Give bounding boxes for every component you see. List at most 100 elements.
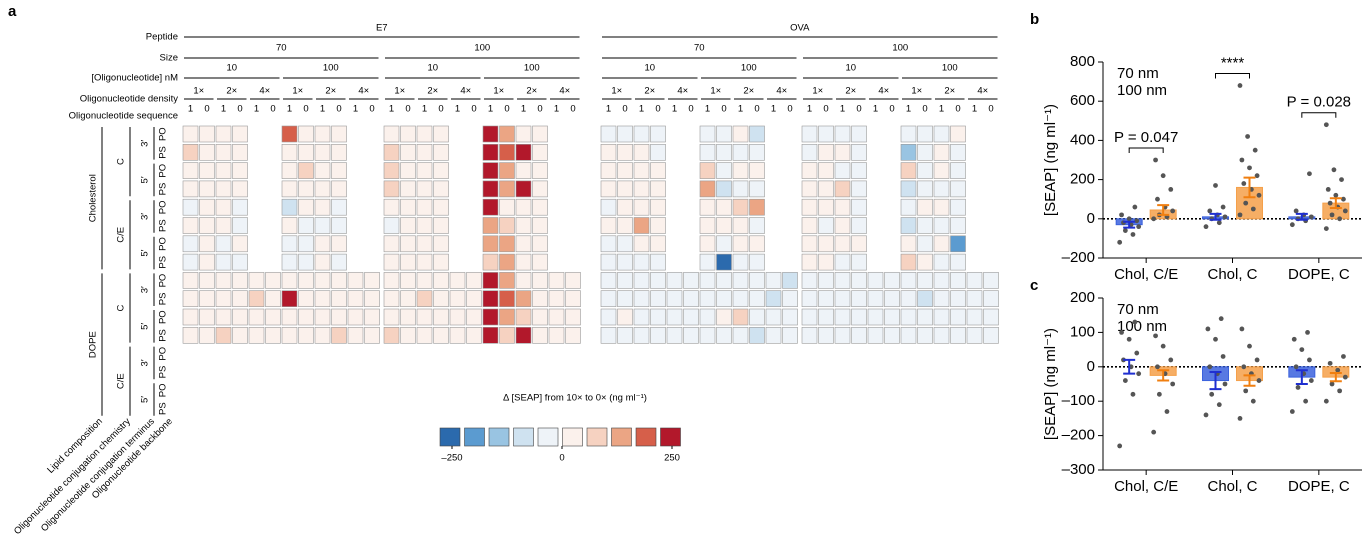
heatmap-cell	[917, 308, 933, 326]
heatmap-cell	[834, 217, 851, 234]
data-point	[1243, 388, 1249, 394]
heatmap-cell	[633, 180, 650, 198]
data-point	[1136, 224, 1142, 230]
data-point	[1247, 343, 1252, 349]
data-point	[1329, 212, 1335, 218]
row-header-label: PS	[158, 293, 169, 306]
heatmap-cell	[884, 308, 900, 326]
heatmap-cell	[765, 326, 782, 344]
heatmap-cell	[600, 217, 617, 234]
heatmap-cell	[600, 162, 617, 179]
data-point	[1327, 360, 1333, 366]
panel-letter: c	[1030, 277, 1038, 294]
heatmap-cell	[433, 308, 449, 326]
heatmap-cell	[314, 217, 331, 234]
heatmap-cell	[900, 198, 917, 216]
heatmap-cell	[666, 326, 683, 344]
heatmap-cell	[532, 198, 548, 216]
column-header-label: 10	[226, 63, 237, 74]
column-header-label: 0	[270, 104, 275, 115]
heatmap-cell	[732, 272, 749, 289]
heatmap-cell	[950, 217, 966, 234]
heatmap-cell	[749, 125, 765, 143]
y-axis-label: [SEAP] (ng ml⁻¹)	[1042, 328, 1059, 440]
heatmap-cell	[482, 253, 499, 271]
heatmap-cell	[650, 125, 666, 143]
heatmap-cell	[215, 253, 232, 271]
column-header-label: 0	[405, 104, 410, 115]
data-point	[1291, 336, 1297, 342]
row-header-label: 3′	[140, 213, 151, 220]
heatmap-cell	[416, 217, 433, 234]
heatmap-cell	[433, 235, 449, 253]
heatmap-cell	[867, 290, 884, 308]
heatmap-cell	[917, 162, 933, 179]
heatmap-cell	[532, 217, 548, 234]
heatmap-cell	[449, 290, 466, 308]
column-header-label: 1	[807, 104, 812, 115]
heatmap-cell	[199, 272, 215, 289]
heatmap-cell	[565, 290, 581, 308]
heatmap-cell	[433, 326, 449, 344]
column-header-label: 10	[845, 63, 856, 74]
annotation: ****	[1221, 54, 1245, 71]
row-header-label: C/E	[116, 373, 127, 389]
heatmap-cell	[666, 272, 683, 289]
heatmap-cell	[617, 217, 633, 234]
heatmap-cell	[532, 180, 548, 198]
heatmap-cell	[416, 198, 433, 216]
data-point	[1307, 171, 1312, 177]
row-header-label: 3′	[140, 140, 151, 147]
colorbar-tick-label: –250	[441, 453, 462, 464]
heatmap-cell	[683, 308, 699, 326]
column-header-label: 4×	[878, 86, 889, 97]
heatmap-cell	[633, 326, 650, 344]
heatmap-cell	[482, 235, 499, 253]
heatmap-cell	[633, 217, 650, 234]
column-header-label: 100	[524, 63, 540, 74]
heatmap-cell	[565, 308, 581, 326]
data-point	[1325, 187, 1331, 192]
row-header-label: PO	[158, 127, 169, 141]
heatmap-cell	[215, 125, 232, 143]
row-header-label: 5′	[140, 323, 151, 330]
heatmap-cell	[782, 272, 798, 289]
heatmap-cell	[917, 235, 933, 253]
row-header-label: PS	[158, 402, 169, 415]
column-header-label: 1	[521, 104, 526, 115]
y-tick-label: 800	[1070, 53, 1095, 70]
heatmap-cell	[666, 290, 683, 308]
heatmap-cell	[933, 144, 950, 161]
heatmap-cell	[633, 253, 650, 271]
heatmap-cell	[650, 326, 666, 344]
heatmap-cell	[232, 162, 248, 179]
heatmap-cell	[699, 180, 716, 198]
heatmap-cell	[433, 198, 449, 216]
heatmap-cell	[182, 235, 199, 253]
heatmap-cell	[215, 180, 232, 198]
data-point	[1132, 319, 1138, 325]
heatmap-cell	[182, 180, 199, 198]
column-header-label: 0	[889, 104, 894, 115]
heatmap-cell	[281, 326, 298, 344]
heatmap-cell	[699, 253, 716, 271]
heatmap-cell	[851, 198, 867, 216]
heatmap-cell	[699, 144, 716, 161]
heatmap-cell	[732, 125, 749, 143]
data-point	[1256, 192, 1262, 198]
heatmap-cell	[281, 198, 298, 216]
heatmap-cell	[314, 162, 331, 179]
heatmap-cell	[650, 198, 666, 216]
column-header-label: 1	[554, 104, 559, 115]
heatmap-cell	[416, 162, 433, 179]
column-header-label: 1	[188, 104, 193, 115]
heatmap-cell	[716, 162, 732, 179]
heatmap-cell	[515, 235, 532, 253]
error-bar	[1123, 220, 1136, 229]
colorbar-swatch	[439, 427, 461, 447]
data-point	[1119, 212, 1124, 218]
heatmap-cell	[416, 180, 433, 198]
heatmap-cell	[732, 180, 749, 198]
heatmap-cell	[851, 144, 867, 161]
heatmap-cell	[482, 217, 499, 234]
